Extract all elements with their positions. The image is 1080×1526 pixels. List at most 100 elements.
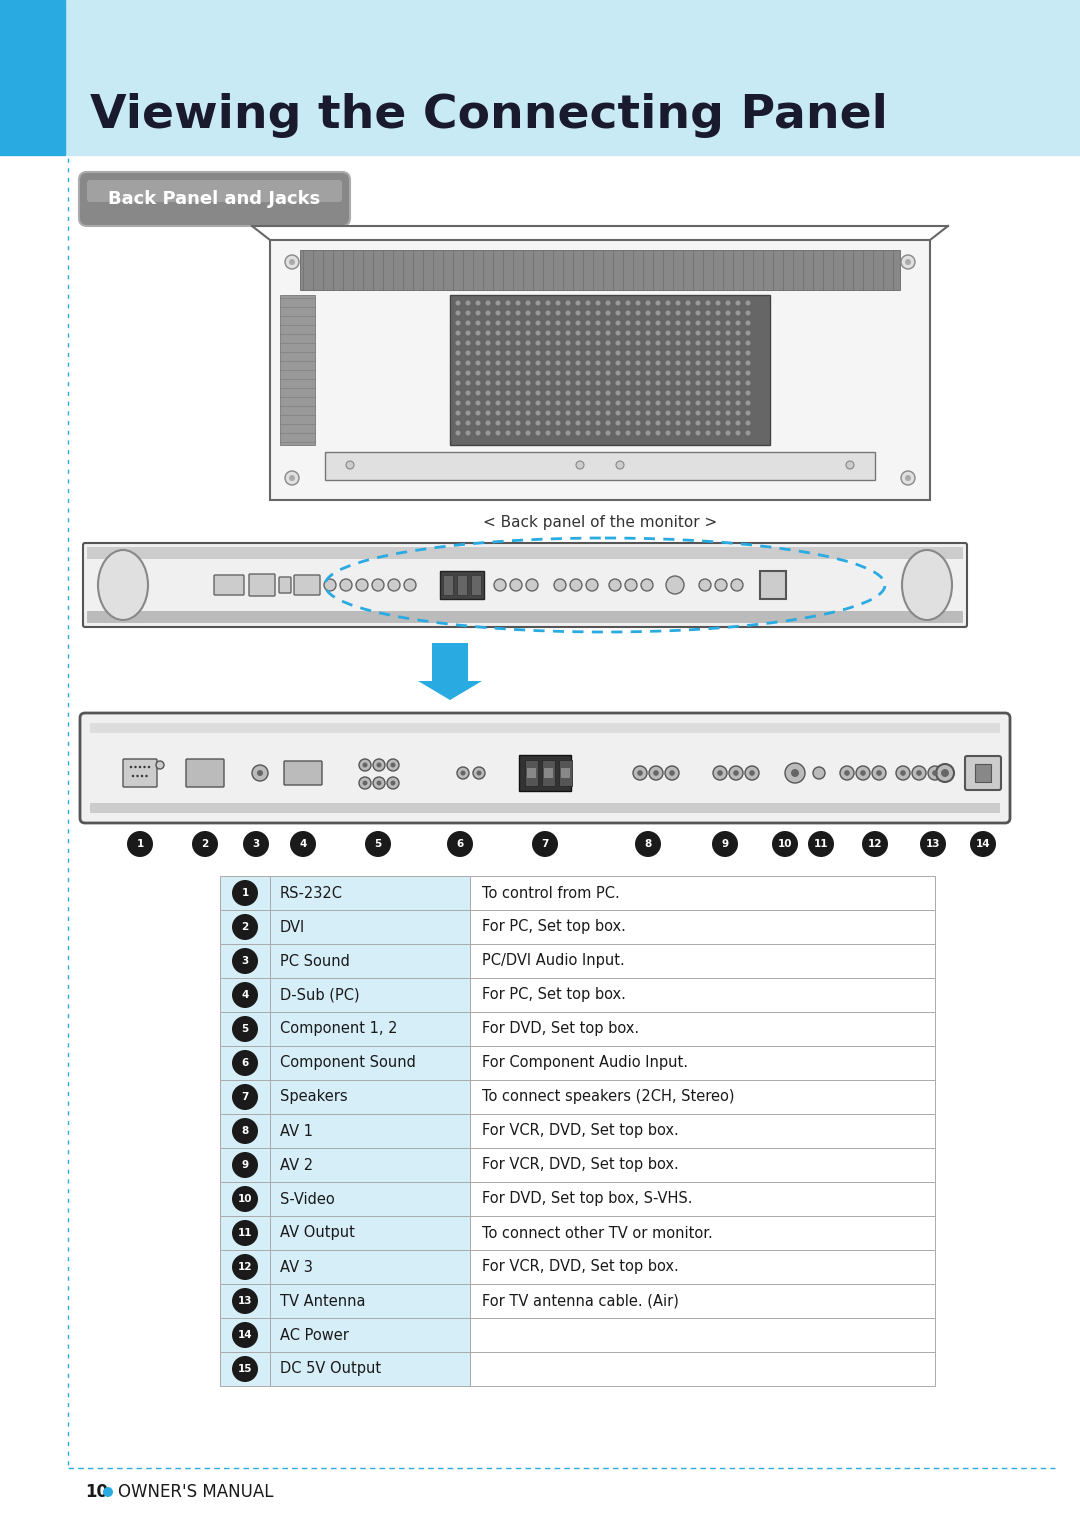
Circle shape bbox=[595, 310, 600, 316]
Text: 3: 3 bbox=[241, 955, 248, 966]
Circle shape bbox=[616, 430, 621, 435]
Circle shape bbox=[566, 371, 570, 375]
Bar bbox=[270, 1318, 470, 1352]
Circle shape bbox=[696, 320, 701, 325]
Circle shape bbox=[745, 410, 751, 415]
Circle shape bbox=[625, 410, 631, 415]
Bar bbox=[270, 1012, 470, 1045]
Text: D-Sub (PC): D-Sub (PC) bbox=[280, 987, 360, 1003]
Circle shape bbox=[566, 320, 570, 325]
Circle shape bbox=[705, 320, 711, 325]
Circle shape bbox=[526, 331, 530, 336]
Circle shape bbox=[808, 832, 834, 858]
Circle shape bbox=[726, 371, 730, 375]
Circle shape bbox=[465, 371, 471, 375]
Circle shape bbox=[555, 391, 561, 395]
Circle shape bbox=[566, 400, 570, 406]
Circle shape bbox=[456, 301, 460, 305]
Bar bbox=[470, 1318, 935, 1352]
Text: S-Video: S-Video bbox=[280, 1192, 335, 1207]
Circle shape bbox=[373, 758, 384, 771]
Circle shape bbox=[675, 380, 680, 386]
Circle shape bbox=[735, 400, 741, 406]
Circle shape bbox=[726, 331, 730, 336]
Text: 4: 4 bbox=[299, 839, 307, 848]
Bar bbox=[561, 768, 570, 778]
Circle shape bbox=[735, 320, 741, 325]
Circle shape bbox=[670, 771, 675, 775]
Circle shape bbox=[595, 301, 600, 305]
Circle shape bbox=[745, 766, 759, 780]
Circle shape bbox=[526, 310, 530, 316]
Circle shape bbox=[696, 380, 701, 386]
Circle shape bbox=[696, 331, 701, 336]
Text: 11: 11 bbox=[238, 1228, 253, 1238]
Circle shape bbox=[616, 301, 621, 305]
Circle shape bbox=[653, 771, 659, 775]
Circle shape bbox=[585, 371, 591, 375]
Circle shape bbox=[476, 771, 482, 775]
Circle shape bbox=[595, 410, 600, 415]
Bar bbox=[270, 1250, 470, 1283]
FancyBboxPatch shape bbox=[966, 755, 1001, 790]
Circle shape bbox=[532, 832, 558, 858]
Bar bbox=[90, 723, 1000, 732]
Circle shape bbox=[715, 400, 720, 406]
Circle shape bbox=[675, 391, 680, 395]
FancyBboxPatch shape bbox=[214, 575, 244, 595]
Circle shape bbox=[635, 331, 640, 336]
Circle shape bbox=[813, 768, 825, 778]
Circle shape bbox=[146, 775, 148, 777]
Text: 14: 14 bbox=[238, 1331, 253, 1340]
Circle shape bbox=[536, 331, 540, 336]
Circle shape bbox=[616, 351, 621, 356]
Circle shape bbox=[486, 360, 490, 366]
Text: 3: 3 bbox=[253, 839, 259, 848]
Circle shape bbox=[545, 331, 551, 336]
Circle shape bbox=[148, 766, 150, 768]
Circle shape bbox=[505, 301, 511, 305]
Bar bbox=[220, 978, 270, 1012]
Circle shape bbox=[696, 340, 701, 345]
Text: AC Power: AC Power bbox=[280, 1328, 349, 1343]
Bar bbox=[544, 768, 553, 778]
Circle shape bbox=[486, 380, 490, 386]
Circle shape bbox=[486, 430, 490, 435]
FancyBboxPatch shape bbox=[87, 180, 342, 201]
Circle shape bbox=[456, 380, 460, 386]
Circle shape bbox=[515, 371, 521, 375]
Circle shape bbox=[496, 430, 500, 435]
Circle shape bbox=[585, 360, 591, 366]
Circle shape bbox=[475, 340, 481, 345]
Circle shape bbox=[252, 765, 268, 781]
Circle shape bbox=[715, 430, 720, 435]
Circle shape bbox=[696, 421, 701, 426]
Circle shape bbox=[625, 430, 631, 435]
Text: DC 5V Output: DC 5V Output bbox=[280, 1361, 381, 1376]
Circle shape bbox=[566, 331, 570, 336]
Circle shape bbox=[675, 320, 680, 325]
Circle shape bbox=[595, 430, 600, 435]
Bar bbox=[443, 575, 453, 595]
Circle shape bbox=[505, 331, 511, 336]
Text: 12: 12 bbox=[867, 839, 882, 848]
Circle shape bbox=[646, 400, 650, 406]
Circle shape bbox=[733, 771, 739, 775]
Circle shape bbox=[505, 371, 511, 375]
Circle shape bbox=[912, 766, 926, 780]
Circle shape bbox=[625, 371, 631, 375]
Circle shape bbox=[232, 1357, 258, 1383]
Circle shape bbox=[465, 410, 471, 415]
Circle shape bbox=[232, 983, 258, 1009]
Circle shape bbox=[515, 410, 521, 415]
Text: 2: 2 bbox=[201, 839, 208, 848]
Circle shape bbox=[576, 400, 581, 406]
Text: 13: 13 bbox=[238, 1296, 253, 1306]
Circle shape bbox=[496, 410, 500, 415]
Circle shape bbox=[635, 832, 661, 858]
Circle shape bbox=[726, 391, 730, 395]
Circle shape bbox=[456, 360, 460, 366]
Bar bbox=[220, 1250, 270, 1283]
Circle shape bbox=[606, 331, 610, 336]
Circle shape bbox=[941, 769, 949, 777]
